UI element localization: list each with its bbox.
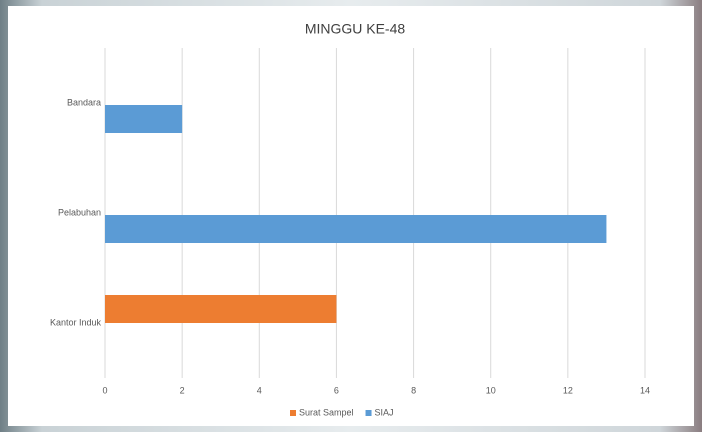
y-tick-label: Pelabuhan xyxy=(58,207,101,217)
bar xyxy=(105,295,337,323)
legend-label: SIAJ xyxy=(375,407,394,417)
x-tick-label: 14 xyxy=(640,385,650,395)
legend-swatch xyxy=(365,410,372,416)
x-tick-label: 8 xyxy=(411,385,416,395)
x-tick-label: 0 xyxy=(102,385,107,395)
bar xyxy=(105,215,607,243)
y-tick-label: Bandara xyxy=(67,97,101,107)
legend-label: Surat Sampel xyxy=(299,407,354,417)
chart-title: MINGGU KE-48 xyxy=(305,21,406,37)
x-tick-label: 4 xyxy=(257,385,262,395)
legend-swatch xyxy=(290,410,296,416)
x-tick-label: 10 xyxy=(486,385,496,395)
x-tick-label: 6 xyxy=(334,385,339,395)
x-tick-label: 2 xyxy=(180,385,185,395)
y-tick-label: Kantor Induk xyxy=(50,317,102,327)
x-tick-label: 12 xyxy=(563,385,573,395)
bar xyxy=(105,105,183,133)
